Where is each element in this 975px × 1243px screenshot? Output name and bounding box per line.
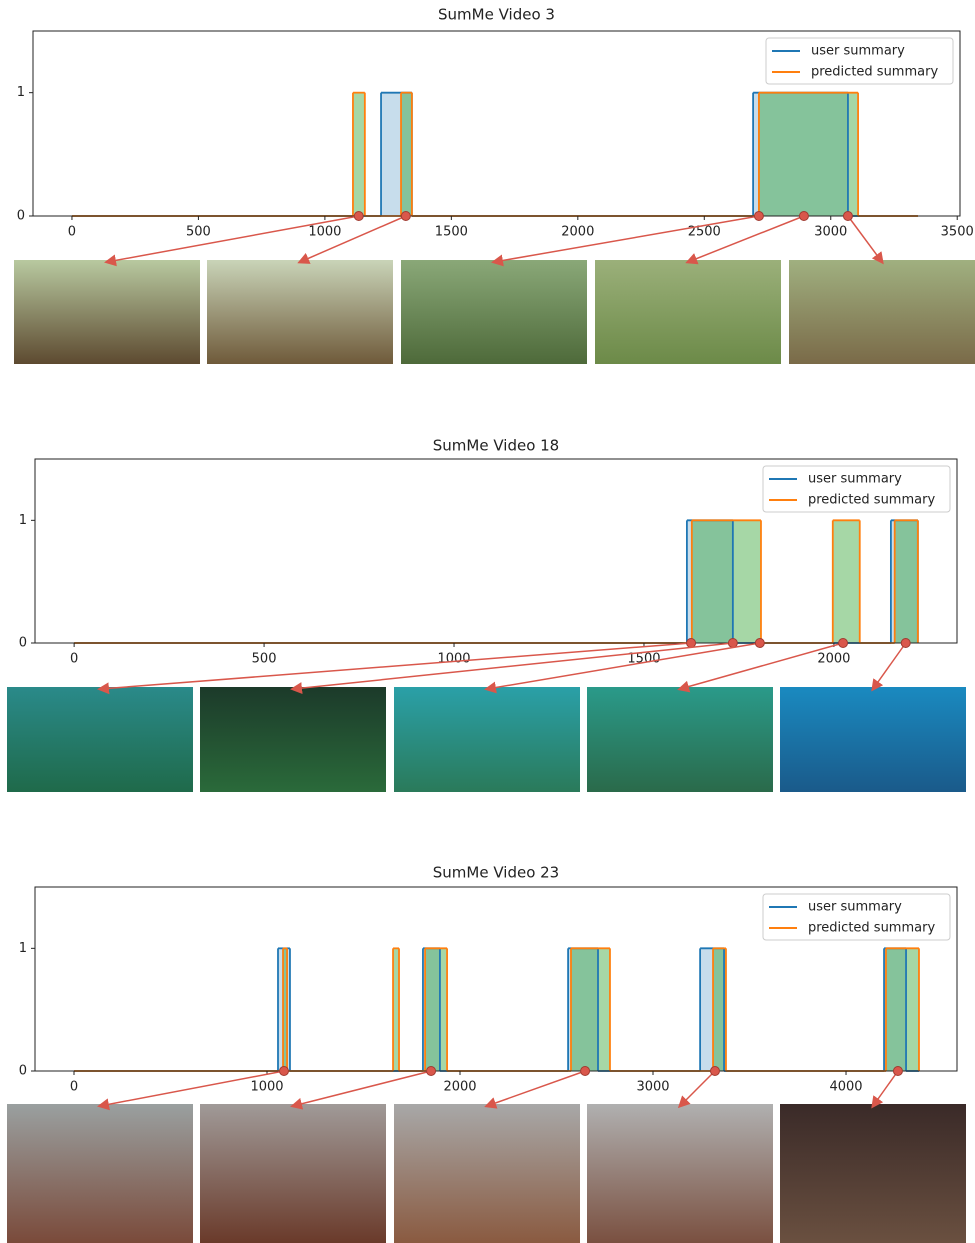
summary-fill [425, 948, 447, 1071]
legend-label: predicted summary [808, 921, 935, 936]
frame-marker [401, 212, 410, 221]
thumbnail [587, 1104, 773, 1243]
frame-marker [728, 639, 737, 648]
x-tick-label: 1500 [435, 225, 468, 240]
frame-marker [755, 639, 764, 648]
y-tick-label: 1 [19, 941, 27, 956]
frame-marker [843, 212, 852, 221]
frame-marker [279, 1067, 288, 1076]
summary-fill [692, 520, 761, 643]
frame-marker [799, 212, 808, 221]
x-tick-label: 1000 [308, 225, 341, 240]
legend-label: predicted summary [811, 65, 938, 80]
x-tick-label: 4000 [829, 1080, 862, 1095]
summary-fill [886, 948, 919, 1071]
frame-marker [901, 639, 910, 648]
arrow [680, 1071, 715, 1106]
legend-label: user summary [808, 472, 902, 487]
thumbnail [595, 260, 781, 364]
arrow [487, 1071, 585, 1106]
arrow [293, 1071, 431, 1106]
thumbnail [200, 687, 386, 792]
thumbnail [394, 687, 580, 792]
x-tick-label: 0 [68, 225, 76, 240]
x-tick-label: 1000 [437, 652, 470, 667]
frame-marker [710, 1067, 719, 1076]
thumbnail [200, 1104, 386, 1243]
frame-marker [687, 639, 696, 648]
legend-label: predicted summary [808, 493, 935, 508]
thumbnail [394, 1104, 580, 1243]
frame-marker [354, 212, 363, 221]
summary-fill [401, 93, 412, 216]
thumbnail [207, 260, 393, 364]
arrow [293, 643, 733, 689]
summary-fill [833, 520, 860, 643]
thumbnail [780, 687, 966, 792]
summary-fill [353, 93, 365, 216]
thumbnail [7, 687, 193, 792]
thumbnail [789, 260, 975, 364]
x-tick-label: 500 [252, 652, 277, 667]
x-tick-label: 2000 [817, 652, 850, 667]
thumbnail [587, 687, 773, 792]
y-tick-label: 1 [17, 85, 25, 100]
y-tick-label: 1 [19, 513, 27, 528]
arrow [873, 643, 906, 689]
frame-marker [581, 1067, 590, 1076]
arrow [848, 216, 882, 262]
frame-marker [893, 1067, 902, 1076]
frame-marker [754, 212, 763, 221]
summary-fill [895, 520, 918, 643]
x-tick-label: 2000 [561, 225, 594, 240]
summary-fill [759, 93, 858, 216]
chart-title: SumMe Video 23 [433, 864, 559, 882]
chart-title: SumMe Video 3 [438, 6, 555, 24]
arrow [100, 643, 691, 689]
x-tick-label: 3000 [814, 225, 847, 240]
legend-label: user summary [808, 900, 902, 915]
x-tick-label: 0 [70, 1080, 78, 1095]
x-tick-label: 3500 [941, 225, 974, 240]
arrow [487, 643, 760, 689]
thumbnail [780, 1104, 966, 1243]
x-tick-label: 3000 [636, 1080, 669, 1095]
figure: SumMe Video 3050010001500200025003000350… [0, 0, 975, 1243]
thumbnail [7, 1104, 193, 1243]
x-tick-label: 1000 [250, 1080, 283, 1095]
legend-label: user summary [811, 44, 905, 59]
y-tick-label: 0 [17, 209, 25, 224]
chart-title: SumMe Video 18 [433, 437, 559, 455]
chart: SumMe Video 23 0 1000 2000 3000 4000 0 1 user su… [7, 864, 966, 1243]
y-tick-label: 0 [19, 1064, 27, 1079]
frame-marker [427, 1067, 436, 1076]
thumbnail [401, 260, 587, 364]
x-tick-label: 0 [70, 652, 78, 667]
y-tick-label: 0 [19, 636, 27, 651]
x-tick-label: 2000 [443, 1080, 476, 1095]
frame-marker [839, 639, 848, 648]
x-tick-label: 500 [186, 225, 211, 240]
summary-fill [571, 948, 610, 1071]
arrow [873, 1071, 898, 1106]
thumbnail [14, 260, 200, 364]
